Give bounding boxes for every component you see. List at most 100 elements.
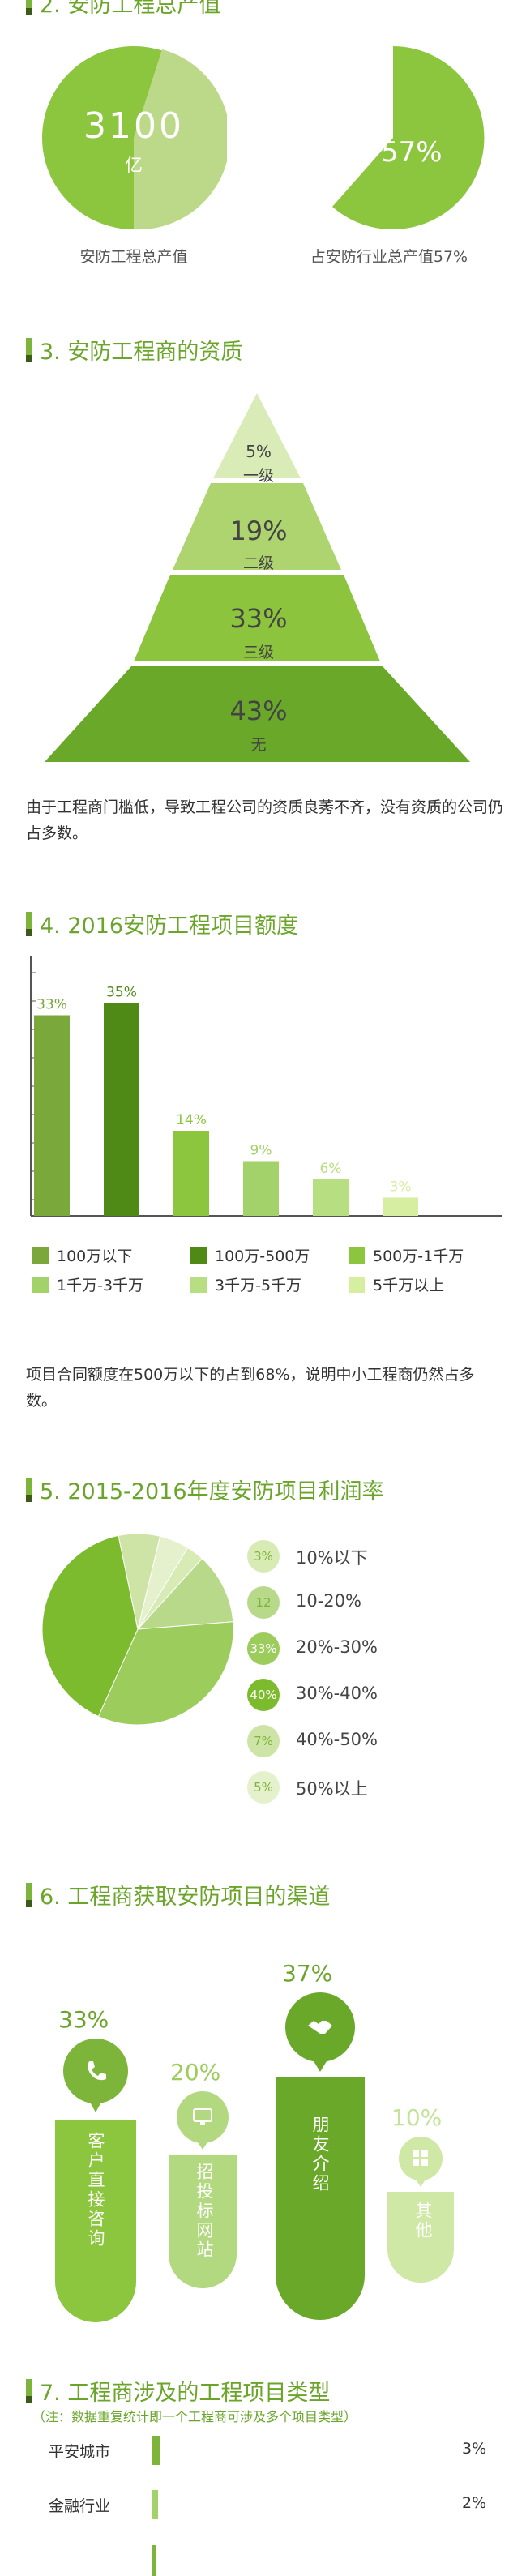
bar-label-6: 3%: [390, 1179, 412, 1196]
qualification-note: 由于工程商门槛低，导致工程公司的资质良莠不齐，没有资质的公司仍占多数。: [26, 798, 504, 842]
pyramid-label-2: 二级: [242, 554, 274, 572]
legend-label: 100万以下: [57, 1247, 133, 1265]
profit-pie-chart: [41, 1533, 234, 1726]
pyramid-pct-2: 19%: [229, 516, 288, 546]
pyramid-level-3: [134, 575, 380, 661]
amount-note: 项目合同额度在500万以下的占到68%，说明中小工程商仍然占多数。: [26, 1366, 475, 1410]
share-slice: [332, 46, 485, 229]
output-caption: 安防工程总产值: [79, 248, 188, 266]
pie-legend-label-4: 30%-40%: [296, 1684, 378, 1703]
pie-slice-4: [41, 1534, 139, 1718]
pie-slice-3: [97, 1621, 234, 1726]
channel-2-pin-tip: [195, 2138, 210, 2150]
section-4-title: 4. 2016安防工程项目额度: [26, 908, 298, 939]
channel-2-bar: [169, 2155, 237, 2288]
bar-legend-item-5: 3千万-5千万: [190, 1273, 301, 1295]
legend-label: 5千万以上: [373, 1277, 445, 1294]
legend-label: 1千万-3千万: [57, 1277, 144, 1294]
amount-legend: 100万以下 100万-500万 500万-1千万 1千万-3千万 3千万-5千万 5千万…: [32, 1244, 502, 1301]
grid-icon: [413, 2150, 428, 2166]
share-value: 57%: [381, 136, 443, 169]
channel-2-pct: 20%: [170, 2059, 221, 2086]
pie-legend-label-6: 50%以上: [296, 1779, 368, 1799]
legend-swatch: [190, 1247, 207, 1264]
section-2-title: 2. 安防工程总产值: [26, 0, 220, 19]
legend-swatch: [349, 1247, 365, 1264]
pyramid-pct-4: 43%: [229, 695, 288, 726]
channel-4-label: 其他: [413, 2202, 433, 2240]
pie-legend-badge-6: 5%: [247, 1771, 280, 1804]
project-type-label-1: 平安城市: [49, 2443, 111, 2461]
project-type-pct-2: 2%: [462, 2494, 487, 2512]
bar-label-2: 35%: [106, 985, 137, 1001]
bar-1: [34, 1015, 70, 1216]
monitor-icon: [193, 2108, 212, 2125]
amount-bar-chart: 33% 35% 14% 9% 6% 3%: [30, 956, 502, 1217]
channel-4-pct: 10%: [391, 2104, 443, 2131]
pyramid-level-1: [213, 393, 301, 478]
legend-label: 500万-1千万: [373, 1247, 464, 1265]
channel-1-label: 客户直接咨询: [86, 2132, 105, 2249]
pyramid-label-1: 一级: [242, 467, 274, 485]
legend-swatch: [349, 1276, 365, 1293]
project-type-bar-2: [152, 2490, 158, 2519]
title-bar-icon: [26, 337, 32, 362]
channel-4-bar: [387, 2192, 454, 2283]
share-caption: 占安防行业总产值57%: [310, 248, 468, 266]
channel-3-pin-tip: [311, 2057, 329, 2072]
bar-legend-item-3: 500万-1千万: [349, 1244, 464, 1266]
pyramid-label-3: 三级: [242, 644, 274, 661]
pie-legend-badge-2: 12: [247, 1586, 280, 1619]
pie-slice-2: [136, 1558, 234, 1630]
pie-legend-label-3: 20%-30%: [296, 1637, 378, 1657]
bar-legend-item-1: 100万以下: [32, 1244, 132, 1266]
pyramid-level-4: [45, 666, 470, 762]
pyramid-pct-1: 5%: [246, 442, 272, 461]
section-5-title: 5. 2015-2016年度安防项目利润率: [26, 1474, 384, 1505]
legend-label: 100万-500万: [215, 1247, 310, 1265]
bar-label-1: 33%: [36, 997, 67, 1013]
title-bar-icon: [26, 1882, 32, 1907]
bar-label-4: 9%: [250, 1143, 272, 1159]
output-circle-segment: [134, 49, 227, 230]
section-3-title: 3. 安防工程商的资质: [26, 334, 242, 366]
phone-icon: [88, 2061, 106, 2081]
title-bar-icon: [26, 0, 32, 15]
output-value: 3100: [83, 105, 184, 147]
bar-legend-item-6: 5千万以上: [349, 1273, 444, 1295]
output-unit: 亿: [124, 156, 143, 176]
bar-legend-item-4: 1千万-3千万: [32, 1273, 143, 1295]
channel-3-pct: 37%: [282, 1960, 333, 1987]
project-type-pct-1: 3%: [462, 2440, 487, 2458]
channel-2-pin: [177, 2091, 229, 2143]
bar-label-3: 14%: [176, 1112, 207, 1128]
section-7-title: 7. 工程商涉及的工程项目类型: [26, 2375, 330, 2407]
channel-1-pin: [63, 2039, 128, 2103]
pie-legend-label-1: 10%以下: [296, 1548, 368, 1568]
bar-label-5: 6%: [320, 1161, 342, 1177]
project-type-bar-3: [152, 2545, 156, 2576]
legend-swatch: [32, 1247, 49, 1264]
channel-3-label: 朋友介绍: [310, 2116, 330, 2193]
pie-legend-badge-3: 33%: [247, 1632, 280, 1665]
bar-5: [313, 1179, 349, 1216]
channel-1-bar: [55, 2120, 136, 2322]
pyramid-pct-3: 33%: [229, 603, 288, 634]
bar-4: [243, 1161, 279, 1216]
share-circle-chart: [332, 46, 485, 229]
section-6-title: 6. 工程商获取安防项目的渠道: [26, 1879, 330, 1911]
channel-1-pct: 33%: [58, 2006, 109, 2033]
pyramid-label-4: 无: [250, 736, 267, 754]
legend-swatch: [32, 1276, 49, 1293]
bar-2: [104, 1003, 139, 1216]
output-circle-chart: [42, 46, 227, 230]
pie-legend-badge-1: 3%: [247, 1540, 280, 1573]
title-bar-icon: [26, 1477, 32, 1502]
pie-legend-badge-4: 40%: [247, 1679, 280, 1711]
pie-legend-label-5: 40%-50%: [296, 1730, 378, 1749]
legend-swatch: [190, 1276, 207, 1293]
channel-3-bar: [276, 2077, 365, 2320]
project-type-bar-1: [152, 2436, 160, 2465]
channel-2-label: 招投标网站: [195, 2163, 214, 2260]
channel-4-pin: [399, 2137, 443, 2180]
